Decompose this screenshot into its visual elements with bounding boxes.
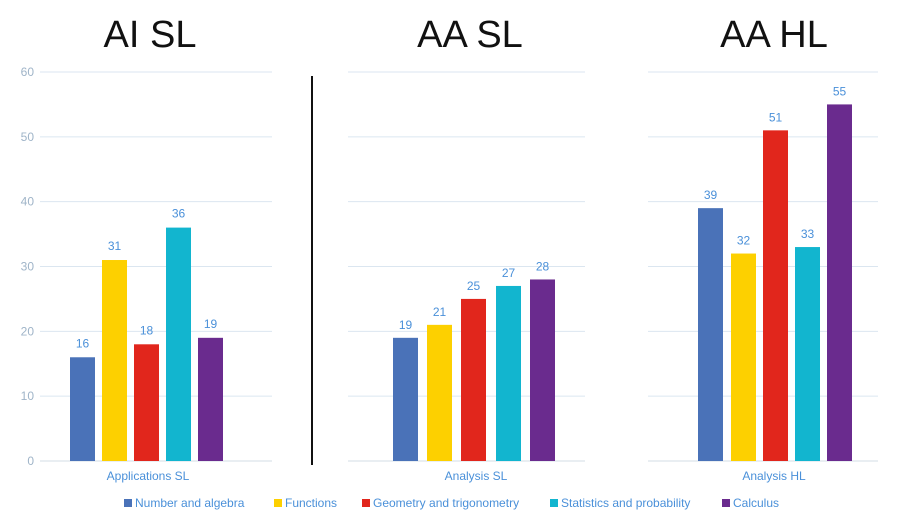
category-label: Analysis HL — [742, 469, 806, 483]
value-label: 51 — [769, 110, 783, 124]
y-axis: 0 10 20 30 40 50 60 — [21, 65, 35, 468]
legend-swatch — [124, 499, 132, 507]
legend-swatch — [362, 499, 370, 507]
value-label: 27 — [502, 266, 516, 280]
y-tick-label: 50 — [21, 130, 35, 144]
legend-swatch — [274, 499, 282, 507]
value-label: 32 — [737, 234, 751, 248]
legend-label: Number and algebra — [135, 496, 245, 510]
bar-analysis-sl-4 — [496, 285, 521, 461]
y-tick-label: 20 — [21, 324, 35, 338]
bar-analysis-sl-2 — [427, 324, 452, 461]
bar-applications-sl-5 — [198, 337, 223, 461]
legend-label: Statistics and probability — [561, 496, 690, 510]
bar-analysis-hl-2 — [731, 253, 756, 461]
legend-swatch — [722, 499, 730, 507]
value-label: 28 — [536, 259, 550, 273]
group-titles: AI SL AA SL AA HL — [104, 14, 828, 56]
group-title: AI SL — [104, 14, 197, 56]
bar-analysis-hl-4 — [795, 247, 820, 461]
category-label: Analysis SL — [445, 469, 508, 483]
value-label: 16 — [76, 336, 90, 350]
y-tick-label: 60 — [21, 65, 35, 79]
y-tick-label: 10 — [21, 389, 35, 403]
bar-analysis-hl-3 — [763, 130, 788, 461]
bar-analysis-sl-3 — [461, 298, 486, 461]
legend-label: Calculus — [733, 496, 779, 510]
group-title: AA SL — [417, 14, 523, 56]
legend-label: Geometry and trigonometry — [373, 496, 519, 510]
category-label: Applications SL — [107, 469, 190, 483]
value-label: 19 — [399, 318, 413, 332]
value-label: 31 — [108, 239, 122, 253]
y-tick-label: 30 — [21, 260, 35, 274]
category-labels: Applications SL Analysis SL Analysis HL — [107, 469, 806, 483]
bar-analysis-hl-1 — [698, 208, 723, 461]
bar-analysis-hl-5 — [827, 104, 852, 462]
group-title: AA HL — [720, 14, 828, 56]
value-label: 55 — [833, 84, 847, 98]
value-label: 19 — [204, 317, 218, 331]
legend-swatch — [550, 499, 558, 507]
value-label: 21 — [433, 305, 447, 319]
bar-analysis-sl-5 — [530, 279, 555, 461]
bar-applications-sl-2 — [102, 260, 127, 461]
legend: Number and algebra Functions Geometry and … — [124, 496, 779, 510]
value-label: 39 — [704, 188, 718, 202]
value-label: 36 — [172, 207, 186, 221]
bar-applications-sl-3 — [134, 344, 159, 461]
bar-applications-sl-1 — [70, 357, 95, 461]
value-label: 25 — [467, 279, 481, 293]
bar-applications-sl-4 — [166, 227, 191, 461]
value-label: 18 — [140, 323, 154, 337]
legend-label: Functions — [285, 496, 337, 510]
value-label: 33 — [801, 227, 815, 241]
y-tick-label: 40 — [21, 195, 35, 209]
bar-analysis-sl-1 — [393, 337, 418, 461]
bars: 16 31 18 36 19 19 21 25 27 28 39 32 51 33 55 — [70, 84, 852, 462]
y-tick-label: 0 — [27, 454, 34, 468]
